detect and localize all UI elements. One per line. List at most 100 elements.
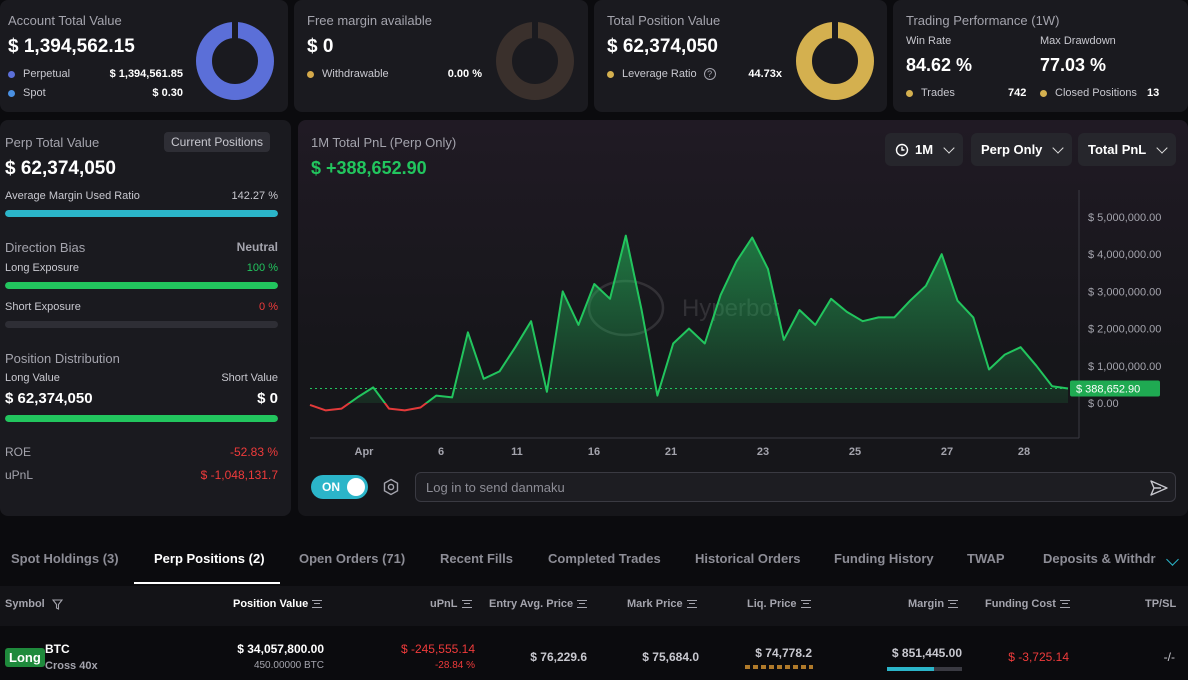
toggle-label: ON bbox=[322, 480, 340, 494]
trades-label: Trades bbox=[906, 87, 955, 99]
danmaku-toggle[interactable]: ON bbox=[311, 475, 368, 499]
row-upnl: $ -245,555.14 bbox=[400, 642, 475, 656]
sort-icon bbox=[577, 600, 588, 609]
short-exposure-label: Short Exposure bbox=[5, 301, 81, 313]
win-rate-value: 84.62 % bbox=[906, 55, 973, 75]
sort-icon bbox=[461, 600, 472, 609]
send-icon[interactable] bbox=[1149, 478, 1169, 498]
closed-positions-value: 13 bbox=[1147, 87, 1160, 99]
tab-historical-orders[interactable]: Historical Orders bbox=[695, 551, 801, 566]
trades-dot bbox=[906, 89, 913, 97]
perpetual-dot bbox=[8, 70, 15, 78]
free-margin-value: $ 0 bbox=[307, 36, 334, 57]
direction-bias-value: Neutral bbox=[236, 240, 278, 254]
sort-icon bbox=[948, 600, 959, 609]
danmaku-placeholder: Log in to send danmaku bbox=[426, 480, 565, 495]
short-value: $ 0 bbox=[257, 390, 278, 407]
sort-icon bbox=[1059, 600, 1070, 609]
col-tpsl: TP/SL bbox=[1145, 598, 1177, 610]
danmaku-input[interactable]: Log in to send danmaku bbox=[415, 472, 1176, 502]
margin-ratio-label: Average Margin Used Ratio bbox=[5, 190, 140, 202]
x-tick-label: 11 bbox=[511, 446, 523, 458]
toggle-knob bbox=[347, 478, 365, 496]
tab-open-orders[interactable]: Open Orders (71) bbox=[299, 551, 406, 566]
roe-label: ROE bbox=[5, 445, 32, 459]
col-mark-price[interactable]: Mark Price bbox=[627, 598, 697, 610]
row-leverage: Cross 40x bbox=[45, 660, 98, 672]
filter-icon[interactable] bbox=[51, 599, 63, 610]
max-drawdown-value: 77.03 % bbox=[1040, 55, 1107, 75]
position-distribution-label: Position Distribution bbox=[5, 351, 120, 366]
x-tick-label: 23 bbox=[757, 446, 769, 458]
table-row[interactable]: Long BTC Cross 40x $ 34,057,800.00 450.0… bbox=[0, 628, 1188, 680]
row-margin: $ 851,445.00 bbox=[891, 646, 962, 660]
col-margin[interactable]: Margin bbox=[908, 598, 959, 610]
roe-value: -52.83 % bbox=[229, 445, 278, 459]
withdrawable-dot bbox=[307, 70, 314, 78]
col-funding-cost[interactable]: Funding Cost bbox=[985, 598, 1070, 610]
chevron-down-icon bbox=[1166, 553, 1179, 566]
win-rate-label: Win Rate bbox=[906, 35, 952, 47]
range-dropdown[interactable]: 1M bbox=[885, 133, 964, 166]
chevron-down-icon bbox=[1156, 141, 1168, 154]
account-donut-chart bbox=[196, 22, 274, 100]
account-total-card: Account Total Value $ 1,394,562.15 Perpe… bbox=[0, 0, 288, 112]
tab-perp-positions[interactable]: Perp Positions (2) bbox=[154, 551, 265, 566]
tabs-more-button[interactable] bbox=[1160, 549, 1188, 573]
tab-completed-trades[interactable]: Completed Trades bbox=[548, 551, 661, 566]
leverage-ratio-label: Leverage Ratio ? bbox=[607, 68, 716, 80]
tab-twap[interactable]: TWAP bbox=[967, 551, 1005, 566]
liq-distance-indicator bbox=[745, 665, 813, 669]
account-total-title: Account Total Value bbox=[8, 13, 122, 28]
max-drawdown-label: Max Drawdown bbox=[1040, 35, 1116, 47]
pnl-series-line-positive bbox=[347, 234, 1069, 403]
distribution-fill bbox=[5, 415, 278, 422]
tab-funding-history[interactable]: Funding History bbox=[834, 551, 934, 566]
metric-dropdown[interactable]: Total PnL bbox=[1078, 133, 1177, 166]
margin-ratio-bar bbox=[5, 210, 278, 217]
long-value: $ 62,374,050 bbox=[5, 390, 93, 407]
pnl-area-chart: Hyperbot $ 5,000,000.00$ 4,000,000.00$ 3… bbox=[309, 190, 1161, 458]
row-liq-price: $ 74,778.2 bbox=[755, 646, 812, 660]
perp-total-value: $ 62,374,050 bbox=[5, 158, 116, 179]
upnl-label: uPnL bbox=[5, 468, 34, 482]
scope-dropdown[interactable]: Perp Only bbox=[971, 133, 1073, 166]
perpetual-label: Perpetual bbox=[8, 68, 70, 80]
trading-performance-title: Trading Performance (1W) bbox=[906, 13, 1060, 28]
current-positions-button[interactable]: Current Positions bbox=[164, 132, 271, 152]
row-symbol[interactable]: BTC bbox=[45, 642, 70, 656]
pnl-area-fill bbox=[349, 235, 1068, 403]
tab-recent-fills[interactable]: Recent Fills bbox=[440, 551, 513, 566]
x-tick-label: 28 bbox=[1018, 446, 1030, 458]
metric-dropdown-label: Total PnL bbox=[1088, 142, 1147, 157]
long-exposure-fill bbox=[5, 282, 278, 289]
x-tick-label: Apr bbox=[355, 446, 375, 458]
total-position-card: Total Position Value $ 62,374,050 Levera… bbox=[594, 0, 887, 112]
trading-performance-card: Trading Performance (1W) Win Rate 84.62 … bbox=[893, 0, 1188, 112]
perpetual-value: $ 1,394,561.85 bbox=[109, 68, 183, 80]
pnl-chart-value: $ +388,652.90 bbox=[311, 158, 427, 178]
x-tick-label: 21 bbox=[665, 446, 677, 458]
tab-deposits-withdrawals[interactable]: Deposits & Withdra bbox=[1043, 551, 1156, 566]
short-exposure-bar bbox=[5, 321, 278, 328]
col-liq-price[interactable]: Liq. Price bbox=[747, 598, 811, 610]
current-value-label: $ 388,652.90 bbox=[1076, 384, 1140, 396]
margin-ratio-fill bbox=[5, 210, 278, 217]
range-dropdown-label: 1M bbox=[915, 142, 934, 157]
chevron-down-icon bbox=[943, 141, 955, 154]
side-badge: Long bbox=[5, 648, 45, 667]
row-size: 450.00000 BTC bbox=[253, 660, 324, 671]
long-value-label: Long Value bbox=[5, 372, 60, 384]
col-upnl[interactable]: uPnL bbox=[430, 598, 472, 610]
x-tick-label: 27 bbox=[941, 446, 953, 458]
help-icon[interactable]: ? bbox=[703, 68, 716, 80]
scope-dropdown-label: Perp Only bbox=[981, 142, 1043, 157]
tab-spot-holdings[interactable]: Spot Holdings (3) bbox=[11, 551, 119, 566]
col-entry-price[interactable]: Entry Avg. Price bbox=[489, 598, 588, 610]
col-position-value[interactable]: Position Value bbox=[233, 598, 323, 610]
trades-value: 742 bbox=[1008, 87, 1027, 99]
row-tpsl[interactable]: -/- bbox=[1163, 650, 1175, 664]
settings-icon[interactable] bbox=[382, 478, 400, 496]
row-position-value: $ 34,057,800.00 bbox=[237, 642, 324, 656]
col-symbol[interactable]: Symbol bbox=[5, 598, 63, 610]
